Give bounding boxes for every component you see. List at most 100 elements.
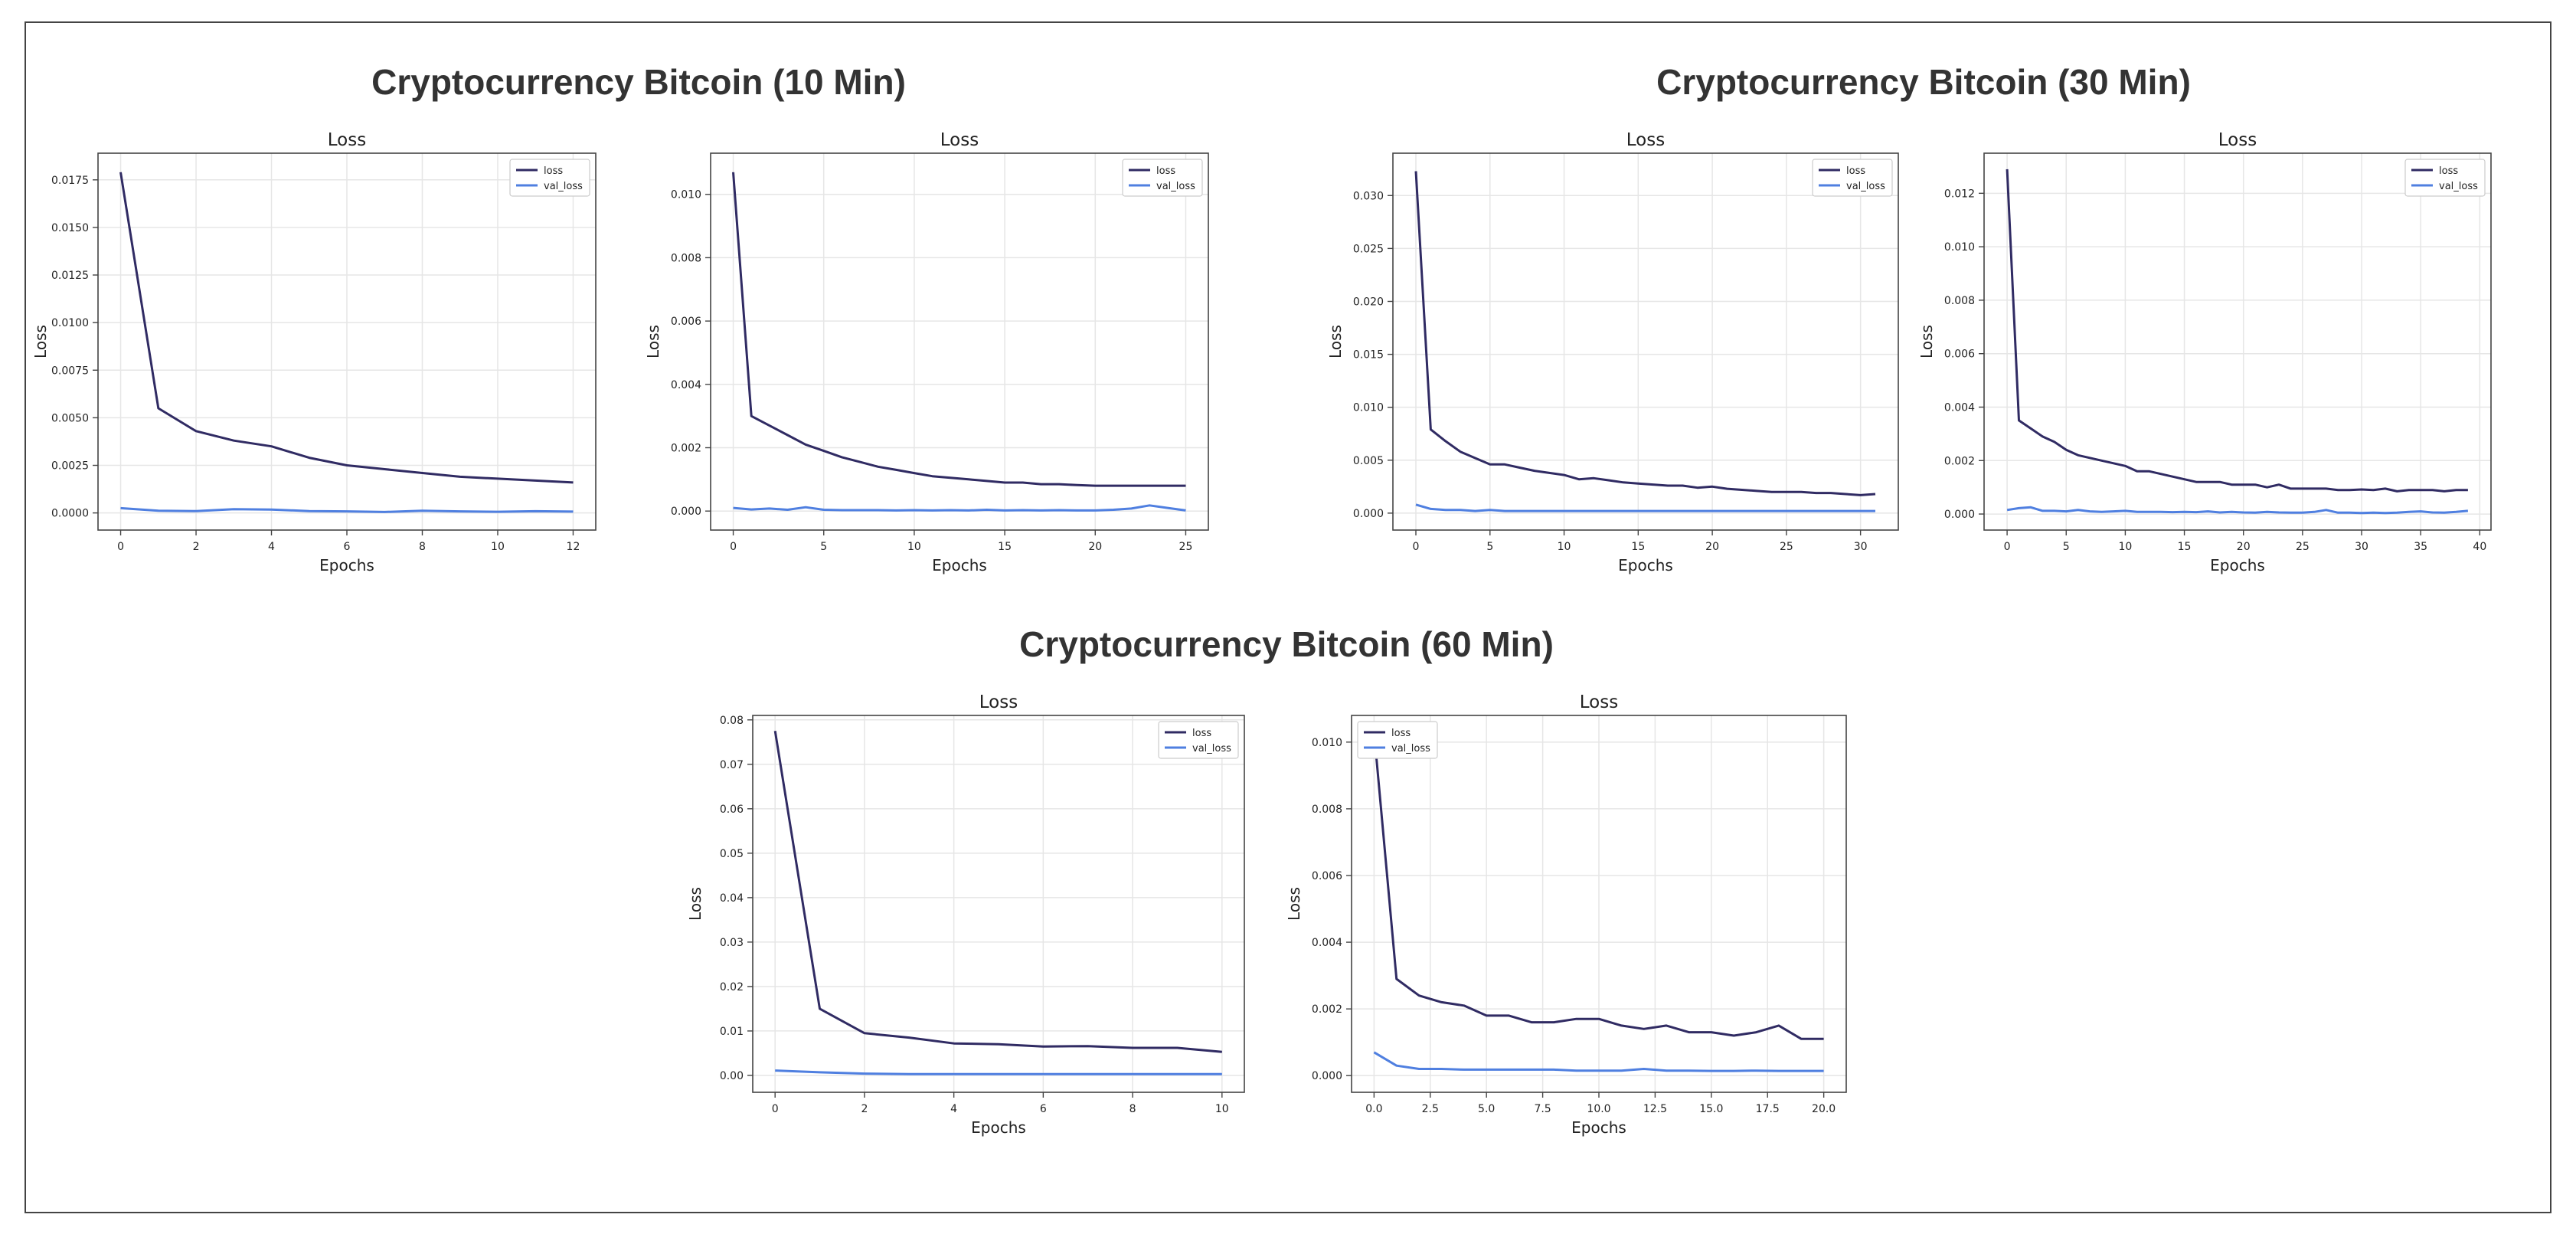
y-tick-label: 0.07: [720, 759, 744, 771]
y-tick-label: 0.01: [720, 1026, 744, 1038]
y-tick-label: 0.000: [1312, 1070, 1342, 1082]
legend: loss val_loss: [1357, 721, 1438, 759]
y-tick-label: 0.002: [1312, 1003, 1342, 1016]
x-tick-label: 2: [193, 541, 200, 553]
x-axis-label: Epochs: [1571, 1118, 1626, 1137]
x-tick-label: 15: [1631, 541, 1645, 553]
series-line-val-loss: [733, 504, 1186, 512]
x-tick-label: 10.0: [1587, 1103, 1610, 1115]
y-tick-label: 0.0075: [51, 365, 89, 377]
x-tick-label: 25: [1780, 541, 1793, 553]
y-tick-label: 0.010: [1944, 241, 1975, 254]
legend: loss val_loss: [1812, 159, 1893, 197]
chart-title: Loss: [940, 130, 979, 150]
y-tick-label: 0.000: [1353, 508, 1384, 520]
chart-0: 0 2 4 6 8 10 12 0.0000 0.0025 0.0050 0.0075 0.0100 0…: [31, 130, 597, 574]
y-tick-label: 0.06: [720, 804, 744, 816]
x-tick-label: 12.5: [1643, 1103, 1667, 1115]
y-tick-label: 0.00: [720, 1070, 744, 1082]
chart-4: 0 2 4 6 8 10 0.00 0.01 0.02 0.03 0.04 0.05 0.06 0.07 0…: [686, 692, 1245, 1137]
x-tick-label: 25: [2296, 541, 2310, 553]
x-tick-label: 6: [1040, 1103, 1047, 1115]
y-tick-label: 0.008: [1944, 295, 1975, 307]
x-tick-label: 0: [1413, 541, 1420, 553]
x-tick-label: 0: [772, 1103, 779, 1115]
series-line-val-loss: [2006, 506, 2469, 515]
series-line-loss: [1372, 732, 1824, 1040]
x-axis-label: Epochs: [2210, 556, 2265, 574]
y-tick-label: 0.03: [720, 937, 744, 949]
x-tick-label: 20: [2237, 541, 2251, 553]
group-title-60min: Cryptocurrency Bitcoin (60 Min): [1019, 624, 1554, 664]
y-tick-label: 0.010: [671, 189, 701, 201]
chart-5: 0.0 2.5 5.0 7.5 10.0 12.5 15.0 17.5 20.0 0.000 0.0…: [1285, 692, 1847, 1137]
y-tick-label: 0.030: [1353, 190, 1384, 202]
chart-title: Loss: [979, 692, 1018, 712]
y-tick-label: 0.0025: [51, 460, 89, 473]
y-tick-label: 0.002: [671, 443, 701, 455]
y-axis-label: Loss: [1326, 325, 1345, 358]
x-tick-label: 15.0: [1699, 1103, 1723, 1115]
series-line-val-loss: [1373, 1051, 1824, 1072]
x-axis-label: Epochs: [1618, 556, 1673, 574]
x-tick-label: 15: [2178, 541, 2192, 553]
y-tick-label: 0.0125: [51, 270, 89, 282]
x-axis-label: Epochs: [319, 556, 374, 574]
x-axis-label: Epochs: [971, 1118, 1026, 1137]
y-tick-label: 0.006: [1312, 870, 1342, 882]
y-tick-label: 0.010: [1312, 737, 1342, 749]
legend: loss val_loss: [509, 159, 590, 197]
x-tick-label: 30: [1854, 541, 1868, 553]
y-tick-label: 0.08: [720, 715, 744, 727]
chart-2: 0 5 10 15 20 25 30 0.000 0.005 0.010 0.015 0.020 0.0…: [1326, 130, 1899, 574]
legend: loss val_loss: [1158, 721, 1239, 759]
y-axis-label: Loss: [644, 325, 662, 358]
y-tick-label: 0.000: [671, 506, 701, 518]
x-tick-label: 5: [1486, 541, 1493, 553]
legend-label-val-loss: val_loss: [1846, 181, 1885, 192]
x-tick-label: 10: [491, 541, 505, 553]
group-title-30min: Cryptocurrency Bitcoin (30 Min): [1656, 62, 2191, 102]
x-tick-label: 15: [998, 541, 1012, 553]
y-tick-label: 0.005: [1353, 455, 1384, 467]
y-axis-label: Loss: [1285, 887, 1303, 921]
y-axis-label: Loss: [1917, 325, 1936, 358]
x-tick-label: 2.5: [1422, 1103, 1439, 1115]
legend-label-loss: loss: [1192, 728, 1211, 739]
y-tick-label: 0.002: [1944, 455, 1975, 467]
group-title-10min: Cryptocurrency Bitcoin (10 Min): [371, 62, 906, 102]
x-tick-label: 10: [1558, 541, 1571, 553]
y-tick-label: 0.004: [1944, 401, 1975, 414]
series-line-loss: [732, 172, 1186, 487]
series-line-val-loss: [120, 506, 574, 513]
x-tick-label: 20: [1705, 541, 1719, 553]
legend-label-val-loss: val_loss: [2439, 181, 2478, 192]
legend-label-val-loss: val_loss: [1156, 181, 1195, 192]
axes-frame: [1392, 152, 1899, 531]
legend-label-loss: loss: [1846, 165, 1865, 177]
x-tick-label: 8: [1129, 1103, 1136, 1115]
chart-title: Loss: [2218, 130, 2257, 150]
axes-frame: [1983, 152, 2492, 531]
y-tick-label: 0.008: [1312, 804, 1342, 816]
series-line-val-loss: [775, 1069, 1222, 1075]
legend: loss val_loss: [2404, 159, 2486, 197]
x-tick-label: 20.0: [1812, 1103, 1836, 1115]
chart-title: Loss: [328, 130, 366, 150]
legend-label-val-loss: val_loss: [1391, 743, 1430, 754]
x-tick-label: 4: [268, 541, 275, 553]
y-tick-label: 0.008: [671, 252, 701, 264]
legend-label-loss: loss: [1156, 165, 1175, 177]
figure-frame: [25, 21, 2551, 1213]
series-line-val-loss: [1415, 503, 1875, 512]
legend-box: [1158, 721, 1239, 759]
axes-frame: [710, 152, 1209, 531]
y-tick-label: 0.000: [1944, 509, 1975, 521]
x-tick-label: 5.0: [1478, 1103, 1495, 1115]
x-tick-label: 10: [1215, 1103, 1229, 1115]
x-tick-label: 17.5: [1756, 1103, 1780, 1115]
chart-title: Loss: [1580, 692, 1618, 712]
legend-label-loss: loss: [544, 165, 563, 177]
chart-title: Loss: [1626, 130, 1665, 150]
legend-box: [1357, 721, 1438, 759]
